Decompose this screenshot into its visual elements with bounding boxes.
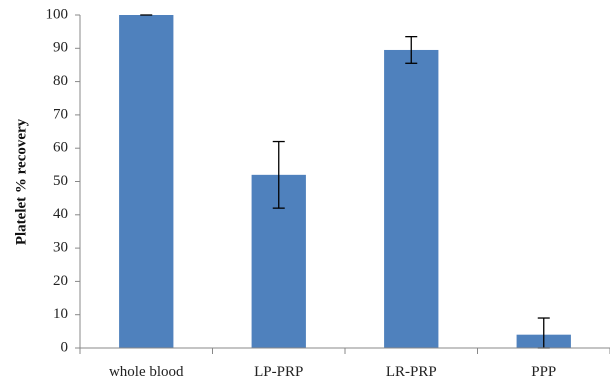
error-bars bbox=[140, 14, 550, 349]
y-tick-label: 90 bbox=[53, 40, 68, 56]
y-tick-label: 10 bbox=[53, 306, 68, 322]
y-tick-label: 40 bbox=[53, 206, 68, 222]
y-axis: 0 10 20 30 40 50 60 70 80 90 100 bbox=[46, 6, 81, 355]
y-tick-label: 60 bbox=[53, 140, 68, 156]
y-tick-label: 50 bbox=[53, 173, 68, 189]
bar bbox=[384, 49, 439, 349]
bar bbox=[119, 15, 174, 348]
y-axis-title: Platelet % recovery bbox=[13, 118, 29, 245]
y-tick-label: 80 bbox=[53, 73, 68, 89]
y-tick-label: 0 bbox=[61, 339, 69, 355]
x-axis: whole blood LP-PRP LR-PRP PPP bbox=[79, 347, 610, 380]
x-tick-label: PPP bbox=[531, 364, 556, 380]
x-tick-label: LP-PRP bbox=[254, 364, 303, 380]
y-tick-label: 100 bbox=[46, 6, 69, 22]
y-tick-label: 30 bbox=[53, 240, 68, 256]
y-tick-label: 20 bbox=[53, 273, 68, 289]
x-tick-label: whole blood bbox=[109, 364, 184, 380]
bars bbox=[119, 15, 571, 349]
y-tick-label: 70 bbox=[53, 106, 68, 122]
x-tick-label: LR-PRP bbox=[386, 364, 437, 380]
